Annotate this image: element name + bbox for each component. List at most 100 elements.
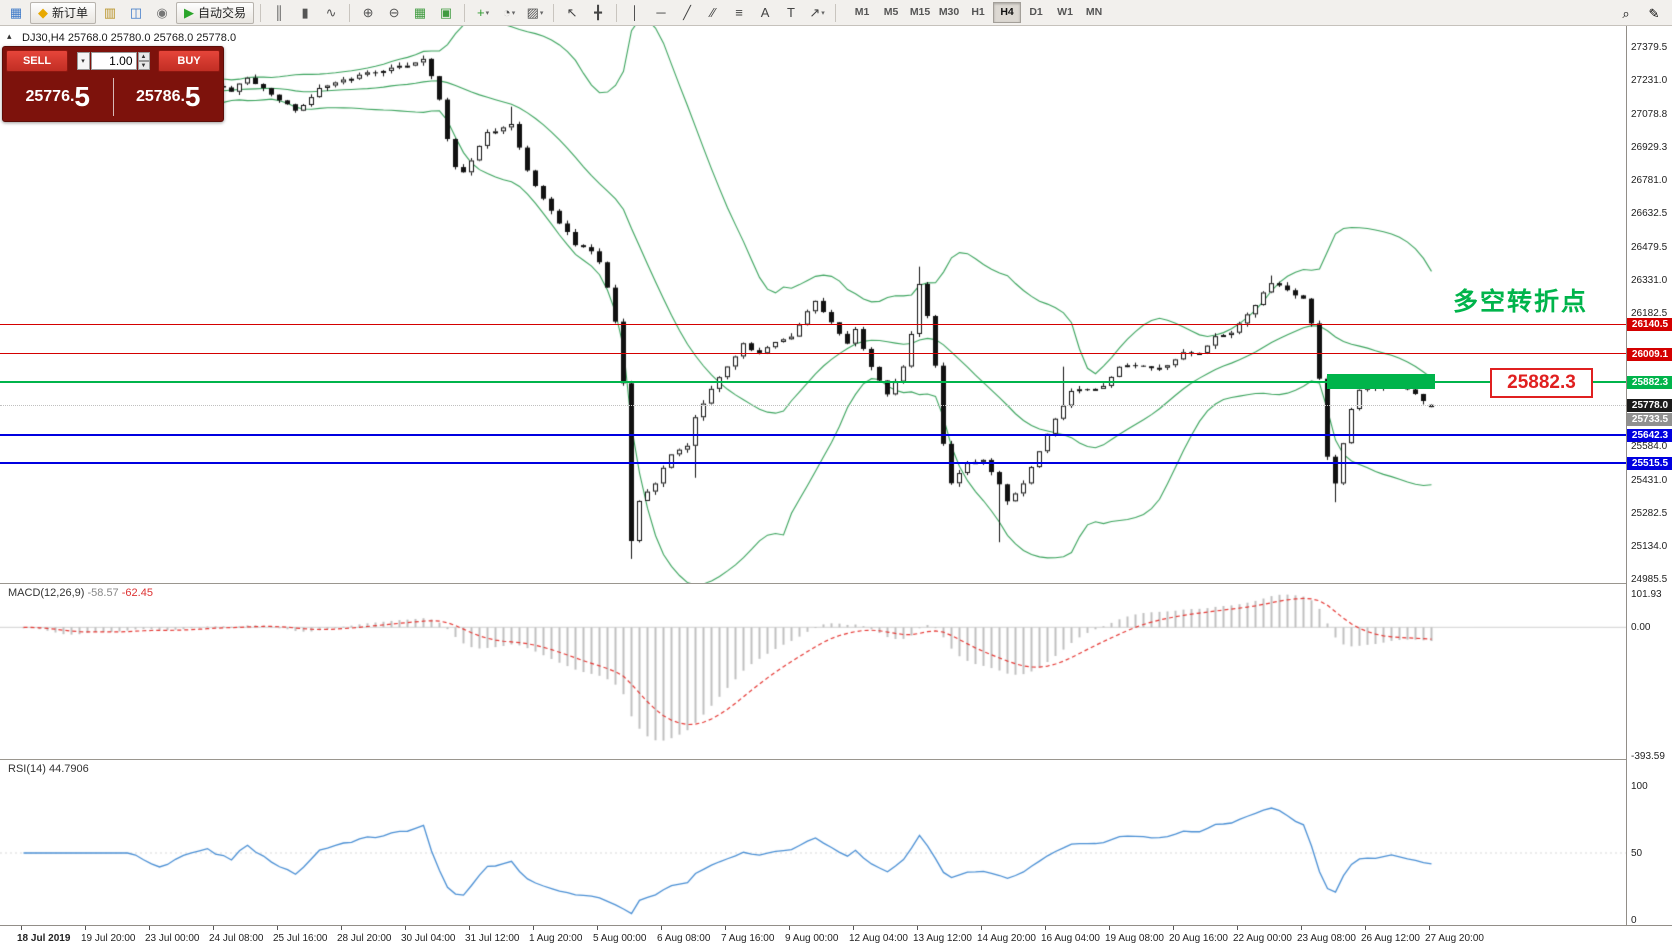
price-callout[interactable]: 25882.3 bbox=[1490, 368, 1593, 398]
tile-windows-button[interactable]: ▦ bbox=[408, 2, 432, 24]
text-button[interactable]: A bbox=[753, 2, 777, 24]
toolbar-separator bbox=[349, 3, 351, 22]
cursor-button[interactable]: ↖ bbox=[560, 2, 584, 24]
edit-button[interactable]: ✎ bbox=[1642, 2, 1666, 24]
timeframe-h4[interactable]: H4 bbox=[993, 2, 1022, 23]
order-type-dropdown[interactable]: ▾ bbox=[76, 52, 90, 70]
timeframe-mn[interactable]: MN bbox=[1085, 6, 1103, 18]
label-button[interactable]: T bbox=[779, 2, 803, 24]
time-axis-label: 19 Jul 20:00 bbox=[81, 933, 136, 944]
new-chart-button[interactable]: ▦ bbox=[4, 2, 28, 24]
time-axis-label: 26 Aug 12:00 bbox=[1361, 933, 1420, 944]
pivot-green-line[interactable] bbox=[0, 380, 1626, 383]
time-axis-tick bbox=[341, 926, 342, 930]
timeframe-m15[interactable]: M15 bbox=[909, 6, 931, 18]
support-1-line[interactable] bbox=[0, 434, 1626, 437]
time-axis-label: 31 Jul 12:00 bbox=[465, 933, 520, 944]
market-watch-button[interactable]: ◫ bbox=[124, 2, 148, 24]
support-2-line[interactable] bbox=[0, 462, 1626, 465]
zoom-in-button[interactable]: ⊕ bbox=[356, 2, 380, 24]
macd-panel-resize-handle[interactable] bbox=[0, 583, 1672, 584]
buy-price[interactable]: 25786. 5 bbox=[114, 74, 224, 120]
time-axis-label: 20 Aug 16:00 bbox=[1169, 933, 1228, 944]
candlestick-type-button[interactable]: ▮ bbox=[293, 2, 317, 24]
trade-panel-toggle[interactable]: ▴ bbox=[7, 31, 12, 41]
arrows-button[interactable]: ↗ ▾ bbox=[805, 2, 829, 24]
resistance-1-line[interactable] bbox=[0, 323, 1626, 325]
templates-button[interactable]: ▨ ▾ bbox=[523, 2, 547, 24]
time-axis-tick bbox=[469, 926, 470, 930]
time-axis-tick bbox=[85, 926, 86, 930]
resistance-2-line[interactable] bbox=[0, 353, 1626, 355]
volume-increase-button[interactable]: ▲ bbox=[137, 52, 150, 61]
time-axis[interactable]: 18 Jul 2019 19 Jul 20:00 23 Jul 00:00 24 Ju… bbox=[0, 925, 1672, 951]
volume-input[interactable] bbox=[90, 52, 137, 70]
annotation-text[interactable]: 多空转折点 bbox=[1452, 288, 1588, 316]
navigator-button[interactable]: ◉ bbox=[150, 2, 174, 24]
timeframe-d1[interactable]: D1 bbox=[1029, 6, 1043, 18]
timeframe-h1[interactable]: H1 bbox=[971, 6, 985, 18]
sell-button[interactable]: SELL bbox=[6, 50, 68, 72]
new-order-button[interactable]: ◆ 新订单 bbox=[30, 1, 97, 24]
timeframe-m30[interactable]: M30 bbox=[938, 6, 960, 18]
chart-area[interactable]: 多空转折点 25882.3 ▴ DJ30,H4 25768.0 25780.0 … bbox=[0, 26, 1672, 951]
resistance-2-tag: 26009.1 bbox=[1627, 347, 1672, 361]
crosshair-button[interactable]: ╋ bbox=[586, 2, 610, 24]
indicators-button[interactable]: + ▾ bbox=[471, 2, 495, 24]
fibonacci-button[interactable]: ≡ bbox=[727, 2, 751, 24]
time-axis-tick bbox=[533, 926, 534, 930]
toolbar-separator bbox=[260, 3, 262, 22]
search-button[interactable]: ⌕ bbox=[1614, 2, 1638, 24]
label-icon: T bbox=[787, 5, 795, 20]
zoom-out-button[interactable]: ⊖ bbox=[382, 2, 406, 24]
trendline-button[interactable]: ╱ bbox=[675, 2, 699, 24]
price-axis-label: 25282.5 bbox=[1631, 508, 1668, 519]
search-icon: ⌕ bbox=[1622, 5, 1630, 21]
toolbar: ▦ ◆ 新订单 ▥ ◫ ◉ ▶ 自动交易 ║ ▮ ∿ ⊕ ⊖ ▦ ▣ + ▾ ◔ ▾ ▨ ▾ ↖ ╋ │ ─ ╱ ∕∕ ≡ A T ↗ ▾ M… bbox=[0, 0, 1672, 26]
rsi-panel-resize-handle[interactable] bbox=[0, 759, 1672, 760]
time-axis-tick bbox=[917, 926, 918, 930]
time-axis-tick bbox=[1045, 926, 1046, 930]
periods-button[interactable]: ◔ ▾ bbox=[497, 2, 521, 24]
time-axis-tick bbox=[21, 926, 22, 930]
time-axis-label: 1 Aug 20:00 bbox=[529, 933, 583, 944]
zoom-in-icon: ⊕ bbox=[362, 5, 374, 20]
autotrading-button[interactable]: ▶ 自动交易 bbox=[176, 1, 255, 24]
horizontal-line-button[interactable]: ─ bbox=[649, 2, 673, 24]
line-chart-type-button[interactable]: ∿ bbox=[319, 2, 343, 24]
time-axis-label: 23 Jul 00:00 bbox=[145, 933, 200, 944]
time-axis-label: 22 Aug 00:00 bbox=[1233, 933, 1292, 944]
autotrading-icon: ▶ bbox=[184, 5, 195, 20]
time-axis-label: 24 Jul 08:00 bbox=[209, 933, 264, 944]
new-order-icon: ◆ bbox=[38, 5, 48, 20]
macd-axis-label: -393.59 bbox=[1631, 751, 1665, 762]
volume-decrease-button[interactable]: ▼ bbox=[137, 61, 150, 70]
time-axis-tick bbox=[597, 926, 598, 930]
time-axis-label: 30 Jul 04:00 bbox=[401, 933, 456, 944]
buy-button[interactable]: BUY bbox=[158, 50, 220, 72]
trade-panel-controls: SELL ▾ ▲ ▼ BUY bbox=[3, 47, 223, 72]
support-2-tag: 25515.5 bbox=[1627, 457, 1672, 471]
time-axis-label: 13 Aug 12:00 bbox=[913, 933, 972, 944]
bar-chart-type-button[interactable]: ║ bbox=[267, 2, 291, 24]
vertical-line-button[interactable]: │ bbox=[623, 2, 647, 24]
periods-dropdown-icon: ▾ bbox=[511, 9, 516, 17]
support-1-tag: 25642.3 bbox=[1627, 429, 1672, 443]
chart-list-button[interactable]: ▥ bbox=[98, 2, 122, 24]
timeframe-m5[interactable]: M5 bbox=[883, 6, 899, 18]
channel-button[interactable]: ∕∕ bbox=[701, 2, 725, 24]
channel-icon: ∕∕ bbox=[710, 5, 716, 20]
time-axis-label: 7 Aug 16:00 bbox=[721, 933, 775, 944]
price-axis[interactable]: 26140.5 26009.1 25882.3 25778.0 25733.5 25642… bbox=[1626, 26, 1672, 926]
time-axis-label: 6 Aug 08:00 bbox=[657, 933, 711, 944]
sell-price[interactable]: 25776. 5 bbox=[3, 74, 113, 120]
time-axis-tick bbox=[1429, 926, 1430, 930]
buy-price-main: 25786. bbox=[135, 88, 185, 105]
cascade-windows-button[interactable]: ▣ bbox=[434, 2, 458, 24]
price-chart-canvas[interactable] bbox=[0, 26, 1626, 925]
timeframe-w1[interactable]: W1 bbox=[1057, 6, 1073, 18]
price-axis-label: 27078.8 bbox=[1631, 108, 1668, 120]
timeframe-m1[interactable]: M1 bbox=[854, 6, 870, 18]
arrows-dropdown-icon: ▾ bbox=[821, 9, 825, 17]
